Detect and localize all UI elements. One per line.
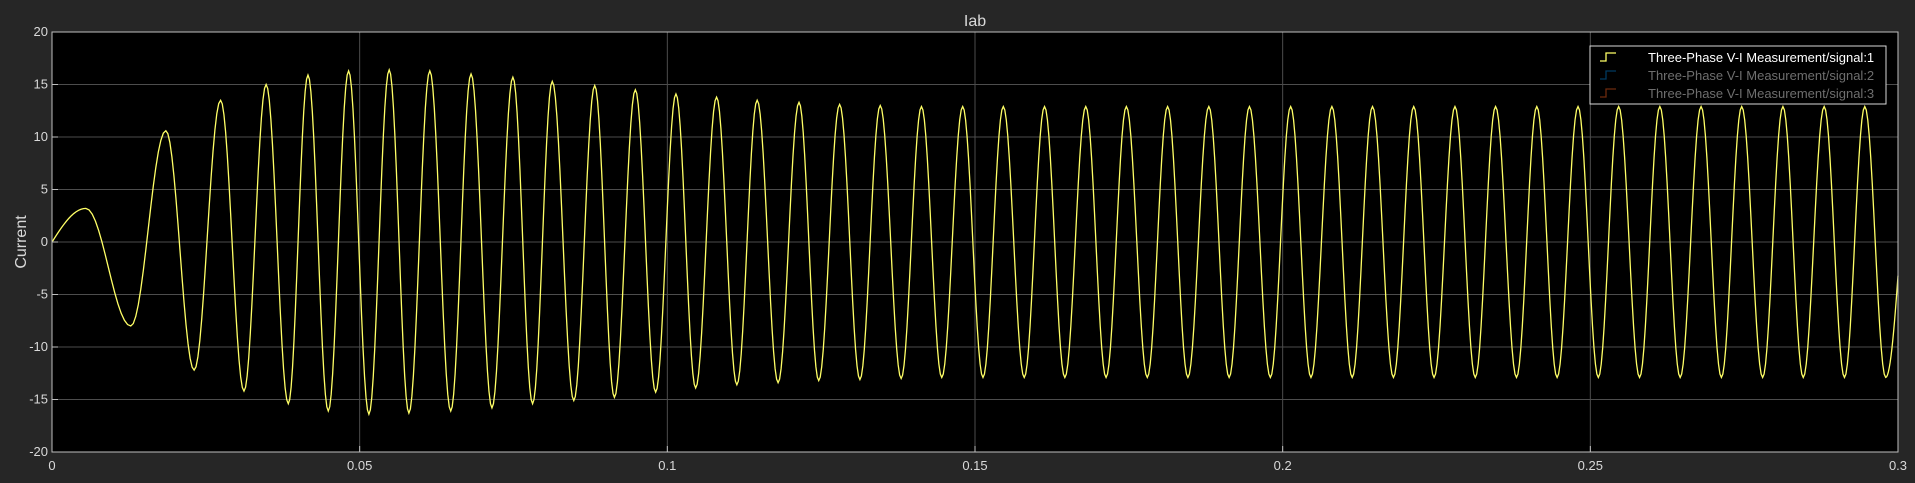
y-tick-label: 5 [41, 182, 48, 197]
signal-1-line [51, 67, 1899, 417]
legend-swatch-signal-2 [1600, 70, 1616, 80]
y-tick-label: 0 [41, 234, 48, 249]
x-tick-label: 0.05 [347, 458, 372, 473]
x-tick-label: 0.2 [1274, 458, 1292, 473]
x-tick-label: 0.25 [1578, 458, 1603, 473]
legend: Three-Phase V-I Measurement/signal:1 Thre… [1589, 45, 1887, 105]
y-tick-label: 10 [34, 129, 48, 144]
legend-entry-signal-1[interactable]: Three-Phase V-I Measurement/signal:1 [1648, 50, 1874, 65]
x-axis-ticks: 0 0.05 0.1 0.15 0.2 0.25 0.3 [48, 446, 1907, 473]
y-tick-label: 15 [34, 77, 48, 92]
y-axis-ticks: 20 15 10 5 0 -5 -10 -15 -20 [29, 24, 58, 459]
y-tick-label: -20 [29, 444, 48, 459]
x-tick-label: 0.15 [962, 458, 987, 473]
y-axis-label: Current [13, 215, 30, 269]
y-tick-label: -10 [29, 339, 48, 354]
x-tick-label: 0.1 [658, 458, 676, 473]
legend-entry-signal-3[interactable]: Three-Phase V-I Measurement/signal:3 [1648, 86, 1874, 101]
legend-swatch-signal-1 [1600, 52, 1616, 62]
chart-title: Iab [964, 13, 986, 30]
x-tick-label: 0 [48, 458, 55, 473]
signal-trace [51, 67, 1899, 417]
x-tick-label: 0.3 [1889, 458, 1907, 473]
y-tick-label: -15 [29, 392, 48, 407]
legend-box[interactable] [1589, 45, 1887, 105]
y-tick-label: 20 [34, 24, 48, 39]
y-tick-label: -5 [36, 287, 48, 302]
legend-swatch-signal-3 [1600, 88, 1616, 98]
legend-entry-signal-2[interactable]: Three-Phase V-I Measurement/signal:2 [1648, 68, 1874, 83]
